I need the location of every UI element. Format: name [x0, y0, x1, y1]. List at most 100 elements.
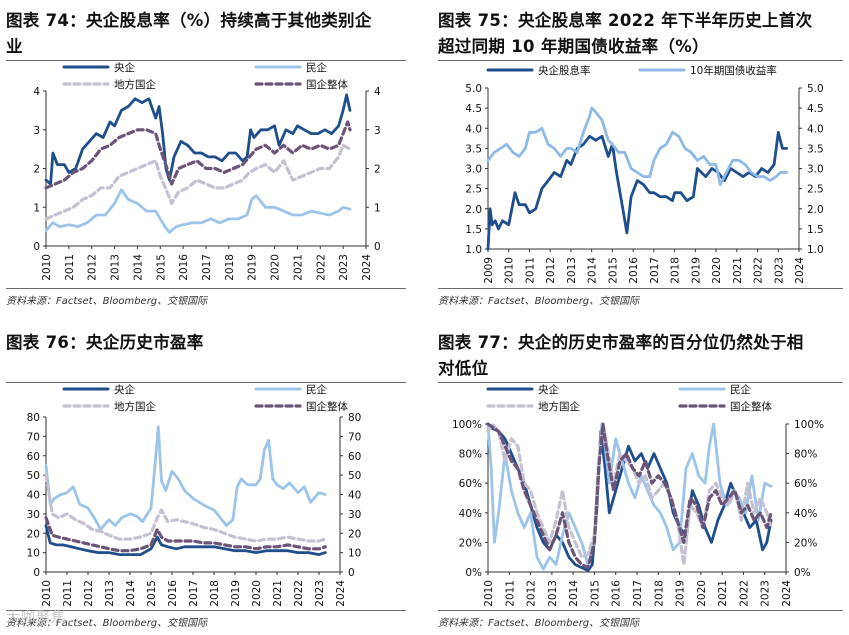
y-tick-label-left: 40%	[459, 508, 482, 520]
y-tick-label-right: 2	[374, 164, 381, 176]
x-tick-label: 2015	[589, 580, 601, 607]
x-tick-label: 2013	[104, 580, 116, 607]
y-tick-label-left: 100%	[452, 419, 482, 431]
y-tick-label-left: 0%	[465, 567, 482, 579]
legend-label-0: 央企	[114, 61, 135, 74]
y-tick-label-right: 80%	[794, 449, 817, 461]
y-tick-label-left: 3.5	[465, 143, 482, 155]
panel-1-title-line2: 业	[6, 37, 23, 56]
x-tick-label: 2011	[504, 580, 516, 607]
x-tick-label: 2022	[753, 257, 765, 284]
x-tick-label: 2021	[732, 257, 744, 284]
y-tick-label-left: 50	[27, 470, 40, 482]
x-tick-label: 2011	[62, 580, 74, 607]
y-tick-label-right: 0	[348, 567, 355, 579]
series-line-1	[486, 422, 773, 571]
y-tick-label-right: 70	[348, 431, 361, 443]
panel-3-source: 资料来源：Factset、Bloomberg、交银国际	[6, 618, 208, 629]
legend-label-1: 民企	[306, 383, 327, 396]
panel-1-top-rule	[6, 60, 406, 61]
x-tick-label: 2010	[41, 580, 53, 607]
panel-4-title: 图表 77：央企的历史市盈率的百分位仍然处于相 对低位	[438, 330, 804, 382]
legend-label-2: 地方国企	[538, 400, 580, 413]
x-tick-label: 2019	[690, 257, 702, 284]
pe-ratio-chart: 0 10 20 30 40 50 60 70 80 0 10 20 30 40 50 60 70 80 2010 20…	[27, 383, 362, 607]
x-tick-label: 2022	[293, 580, 305, 607]
y-tick-label-left: 70	[27, 431, 40, 443]
x-tick-label: 2015	[155, 254, 167, 281]
y-tick-label-left: 4.5	[465, 103, 482, 115]
y-tick-label-right: 1.0	[807, 244, 824, 256]
x-tick-label: 2020	[251, 580, 263, 607]
y-tick-label-left: 60	[27, 451, 40, 463]
panel-2-bottom-rule	[438, 288, 843, 289]
panel-4-source: 资料来源：Factset、Bloomberg、交银国际	[438, 618, 640, 629]
panel-2-top-rule	[438, 60, 843, 61]
legend-label-0: 央企	[114, 383, 135, 396]
panel-1-bottom-rule	[6, 288, 406, 289]
x-tick-label: 2024	[361, 254, 373, 281]
panel-4-title-line1: 图表 77：央企的历史市盈率的百分位仍然处于相	[438, 333, 804, 352]
x-tick-label: 2012	[545, 257, 557, 284]
series-line-1	[44, 188, 352, 234]
x-tick-label: 2020	[696, 580, 708, 607]
x-tick-label: 2013	[547, 580, 559, 607]
x-tick-label: 2022	[738, 580, 750, 607]
y-tick-label-left: 4.0	[465, 123, 482, 135]
watermark: 大咖聚焦	[6, 610, 66, 626]
legend-label-2: 地方国企	[114, 400, 156, 413]
y-tick-label-left: 2.0	[465, 204, 482, 216]
y-tick-label-left: 0	[33, 567, 40, 579]
y-tick-label-left: 5.0	[465, 83, 482, 95]
x-tick-label: 2024	[794, 257, 806, 284]
x-tick-label: 2014	[568, 580, 580, 607]
panel-3-title-line1: 图表 76：央企历史市盈率	[6, 333, 204, 352]
y-tick-label-right: 40	[348, 490, 361, 502]
y-tick-label-left: 80%	[459, 449, 482, 461]
y-tick-label-right: 2.0	[807, 204, 824, 216]
panel-3-top-rule	[6, 382, 406, 383]
x-tick-label: 2012	[83, 580, 95, 607]
y-tick-label-left: 3.0	[465, 164, 482, 176]
x-tick-label: 2016	[167, 580, 179, 607]
y-tick-label-right: 100%	[794, 419, 824, 431]
y-tick-label-left: 20%	[459, 537, 482, 549]
x-tick-label: 2024	[335, 580, 347, 607]
x-tick-label: 2017	[188, 580, 200, 607]
x-tick-label: 2023	[338, 254, 350, 281]
x-tick-label: 2012	[526, 580, 538, 607]
legend-label-2: 地方国企	[114, 78, 156, 91]
panel-2-title-line1: 图表 75：央企股息率 2022 年下半年历史上首次	[438, 11, 813, 30]
y-tick-label-right: 4	[374, 86, 381, 98]
y-tick-label-right: 3	[374, 125, 381, 137]
y-tick-label-left: 10	[27, 548, 40, 560]
y-tick-label-right: 4.0	[807, 123, 824, 135]
x-tick-label: 2024	[781, 580, 793, 607]
x-tick-label: 2015	[607, 257, 619, 284]
panel-1-source: 资料来源：Factset、Bloomberg、交银国际	[6, 296, 208, 307]
x-tick-label: 2017	[632, 580, 644, 607]
y-tick-label-left: 1.0	[465, 244, 482, 256]
y-tick-label-right: 2.5	[807, 184, 824, 196]
x-tick-label: 2010	[41, 254, 53, 281]
x-tick-label: 2017	[649, 257, 661, 284]
y-tick-label-right: 20	[348, 528, 361, 540]
x-tick-label: 2018	[209, 580, 221, 607]
y-tick-label-right: 30	[348, 509, 361, 521]
x-tick-label: 2021	[717, 580, 729, 607]
x-tick-label: 2014	[132, 254, 144, 281]
x-tick-label: 2023	[760, 580, 772, 607]
series-line-2	[486, 422, 773, 567]
y-tick-label-right: 60	[348, 451, 361, 463]
panel-1-title: 图表 74：央企股息率（%）持续高于其他类别企 业	[6, 8, 372, 60]
panel-4-bottom-rule	[438, 610, 843, 611]
series-line-0	[486, 130, 789, 251]
y-tick-label-left: 4	[33, 86, 40, 98]
x-tick-label: 2019	[247, 254, 259, 281]
y-tick-label-right: 0	[374, 241, 381, 253]
dividend-yield-chart: 0 1 2 3 4 0 1 2 3 4 2010 2011 2012 2013 2014 2015 2016 20…	[33, 61, 381, 281]
series-line-1	[486, 106, 789, 186]
y-tick-label-left: 2.5	[465, 184, 482, 196]
x-tick-label: 2015	[146, 580, 158, 607]
legend-label-1: 民企	[730, 383, 751, 396]
